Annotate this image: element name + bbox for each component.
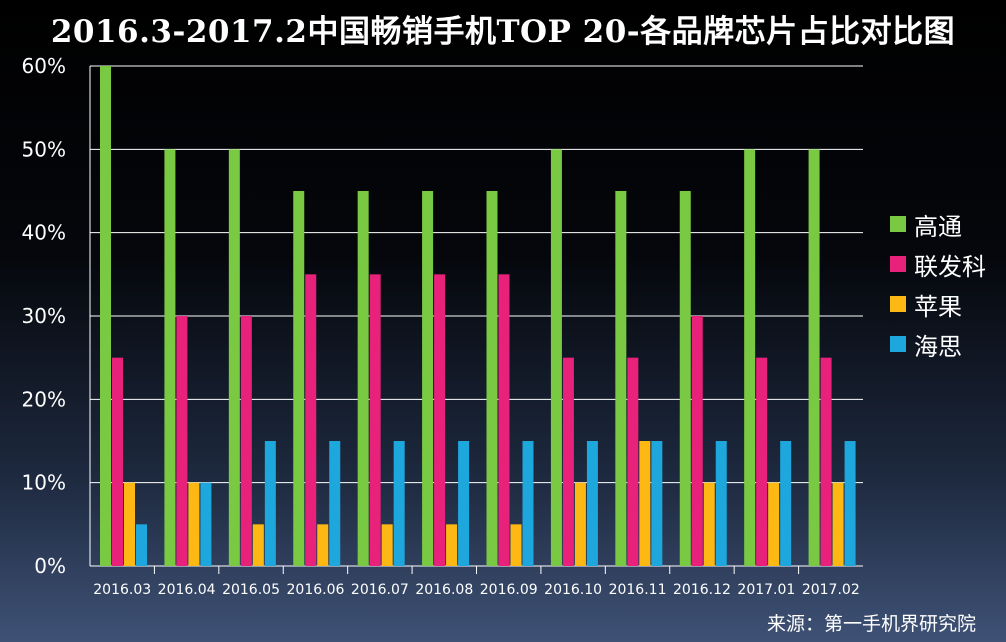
bar [188, 482, 200, 566]
y-tick-label: 0% [34, 554, 66, 578]
bar [293, 191, 305, 566]
bar [381, 524, 393, 566]
bar [422, 191, 434, 566]
bar [844, 441, 856, 566]
bar [164, 149, 176, 567]
bar [458, 441, 470, 566]
bar [498, 274, 510, 566]
bar [562, 357, 574, 566]
bar [744, 149, 756, 567]
bar [832, 482, 844, 566]
x-tick-label: 2016.11 [609, 582, 667, 598]
x-tick-label: 2017.01 [737, 582, 795, 598]
bar [240, 316, 252, 566]
y-tick-label: 50% [22, 137, 66, 161]
legend-label: 高通 [914, 212, 962, 241]
bar [357, 191, 369, 566]
legend-label: 海思 [914, 332, 962, 361]
y-tick-label: 40% [22, 221, 66, 245]
bar [200, 482, 212, 566]
bar [228, 149, 240, 567]
bar [100, 66, 111, 566]
x-tick-label: 2016.09 [480, 582, 538, 598]
legend-swatch [890, 336, 906, 352]
bar [820, 357, 832, 566]
y-tick-label: 20% [22, 387, 66, 411]
bar [112, 357, 123, 566]
y-tick-label: 60% [22, 54, 66, 78]
x-tick-label: 2016.07 [351, 582, 409, 598]
legend-swatch [890, 216, 906, 232]
bar [550, 149, 562, 567]
bar [305, 274, 317, 566]
bar [756, 357, 768, 566]
bar [434, 274, 446, 566]
x-tick-label: 2017.02 [802, 582, 860, 598]
bar [522, 441, 534, 566]
legend-swatch [890, 296, 906, 312]
bar [639, 441, 651, 566]
legend-item: 苹果 [890, 284, 986, 324]
x-tick-label: 2016.04 [158, 582, 216, 598]
bar [703, 482, 715, 566]
bar [176, 316, 188, 566]
bar [252, 524, 264, 566]
bar [136, 524, 147, 566]
bar [679, 191, 691, 566]
y-tick-label: 10% [22, 471, 66, 495]
legend-item: 联发科 [890, 244, 986, 284]
x-tick-label: 2016.06 [287, 582, 345, 598]
x-tick-label: 2016.12 [673, 582, 731, 598]
bar [691, 316, 703, 566]
legend-item: 海思 [890, 324, 986, 364]
bar [768, 482, 780, 566]
bar [808, 149, 820, 567]
legend-label: 联发科 [914, 252, 986, 281]
bar [329, 441, 341, 566]
y-tick-label: 30% [22, 304, 66, 328]
bar [574, 482, 586, 566]
bar [627, 357, 639, 566]
bar [586, 441, 598, 566]
bar [715, 441, 727, 566]
chart-title: 2016.3-2017.2中国畅销手机TOP 20-各品牌芯片占比对比图 [50, 14, 956, 50]
legend-item: 高通 [890, 204, 986, 244]
x-tick-label: 2016.10 [544, 582, 602, 598]
bar [615, 191, 627, 566]
bar [446, 524, 458, 566]
x-tick-label: 2016.05 [222, 582, 280, 598]
bar [369, 274, 381, 566]
bar [780, 441, 792, 566]
bar [393, 441, 405, 566]
bar [317, 524, 329, 566]
bar [264, 441, 276, 566]
x-tick-label: 2016.08 [415, 582, 473, 598]
legend: 高通 联发科 苹果 海思 [890, 204, 986, 364]
bar [651, 441, 663, 566]
source-note: 来源：第一手机界研究院 [766, 613, 976, 635]
bar [124, 482, 135, 566]
x-tick-label: 2016.03 [93, 582, 151, 598]
legend-label: 苹果 [914, 292, 962, 321]
bar [510, 524, 522, 566]
legend-swatch [890, 256, 906, 272]
bar [486, 191, 498, 566]
